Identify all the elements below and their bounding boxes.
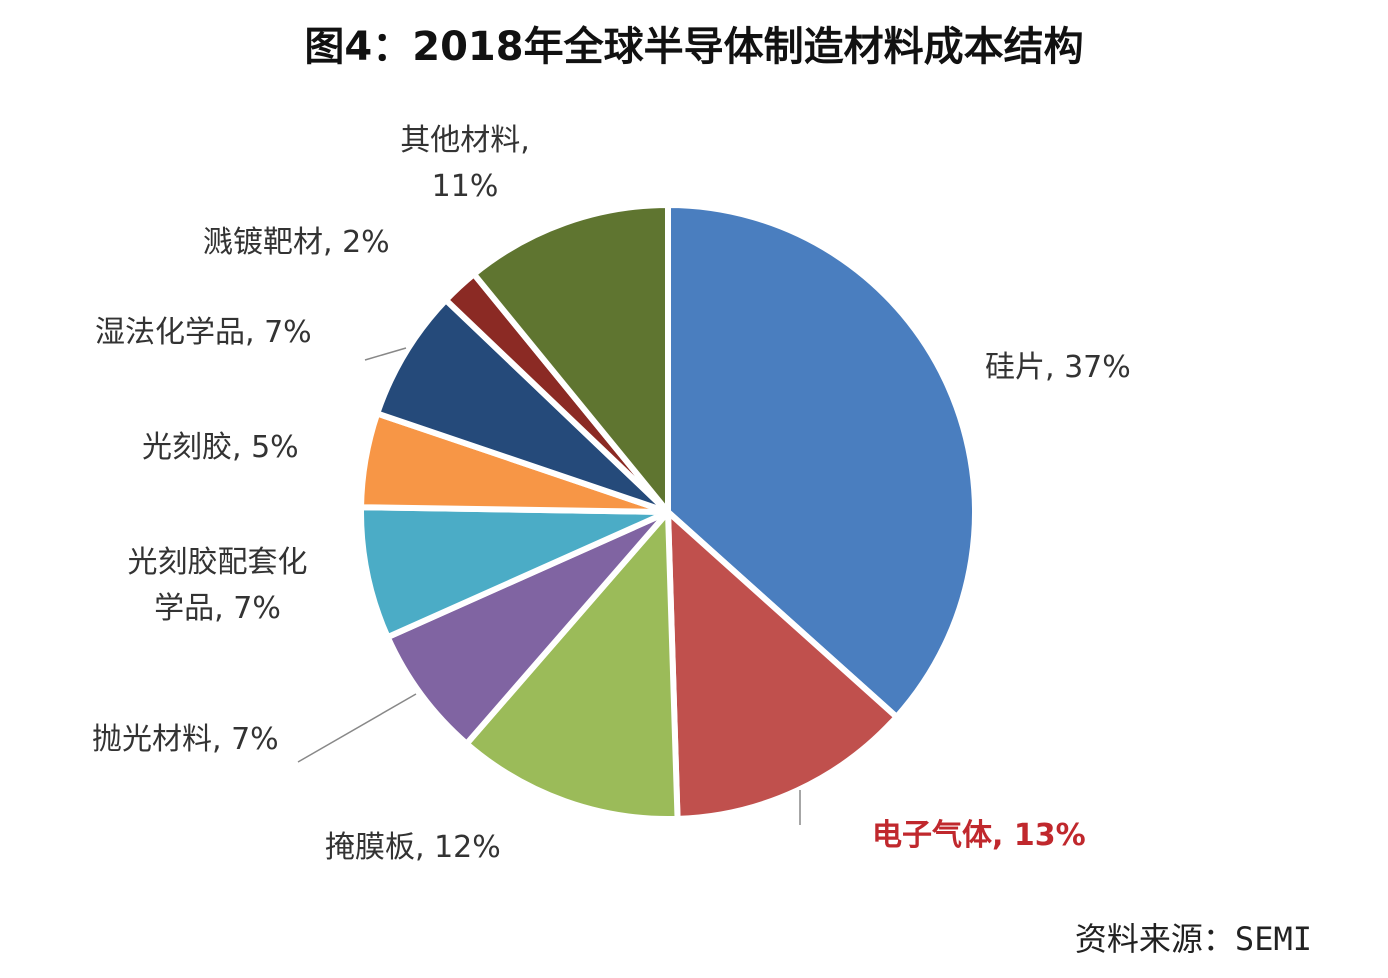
pie-slice-1 [665, 509, 900, 822]
label-line: 其他材料, [400, 123, 530, 158]
leader-line-wet-chemicals [364, 347, 407, 361]
label-photomask: 掩膜板, 12% [325, 830, 501, 865]
label-wet-chemicals: 湿法化学品, 7% [95, 315, 312, 350]
label-photoresist-ancillary: 光刻胶配套化 学品, 7% [100, 540, 335, 632]
label-silicon-wafer: 硅片, 37% [985, 350, 1131, 385]
label-line: 学品, 7% [154, 591, 281, 626]
label-sputtering-target: 溅镀靶材, 2% [203, 225, 390, 260]
label-line: 11% [431, 169, 499, 204]
chart-title: 图4：2018年全球半导体制造材料成本结构 [304, 24, 1084, 70]
pie-slice-4 [358, 504, 671, 641]
pie-slice-8 [470, 202, 671, 515]
label-other-materials: 其他材料, 11% [375, 118, 555, 210]
pie-slice-2 [463, 509, 681, 822]
source-note: 资料来源：SEMI [1074, 920, 1312, 958]
pie-slice-3 [384, 509, 671, 747]
label-polishing: 抛光材料, 7% [92, 722, 279, 757]
pie-slice-6 [374, 297, 671, 515]
pie-slice-0 [665, 202, 978, 720]
label-electronic-gas: 电子气体, 13% [872, 818, 1086, 853]
label-line: 光刻胶配套化 [127, 545, 308, 580]
leader-line-polishing [297, 693, 417, 763]
label-photoresist: 光刻胶, 5% [142, 430, 299, 465]
